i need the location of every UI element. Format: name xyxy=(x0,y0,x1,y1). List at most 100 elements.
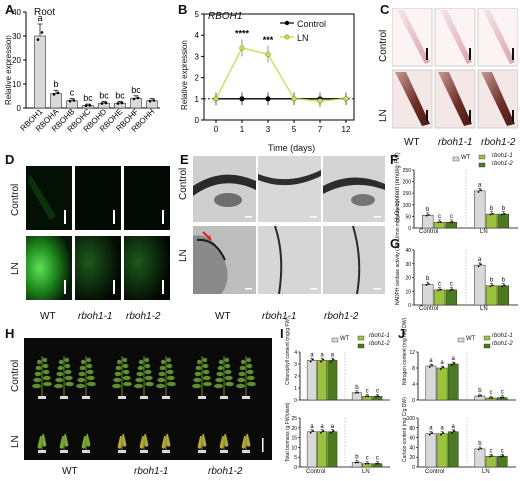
data-point xyxy=(488,397,491,399)
legend-swatch xyxy=(478,162,486,168)
tick-label: 30 xyxy=(12,32,21,41)
legend-swatch xyxy=(357,335,365,341)
data-point xyxy=(375,462,378,465)
data-point xyxy=(428,283,430,285)
data-point xyxy=(491,397,494,399)
significance-letter: b xyxy=(53,79,58,89)
panel-f-legend-wt: WT xyxy=(461,155,471,161)
data-point xyxy=(425,214,428,217)
data-point xyxy=(439,368,442,370)
ln-plant xyxy=(197,433,207,453)
legend-swatch xyxy=(331,337,339,343)
data-point xyxy=(451,221,454,223)
significance-letter: c xyxy=(450,282,453,288)
data-point xyxy=(375,395,378,398)
tick-label: 12 xyxy=(409,350,415,356)
bar xyxy=(425,433,437,468)
data-point xyxy=(357,391,359,394)
control-plant xyxy=(236,356,256,399)
significance-letter: b xyxy=(478,441,482,447)
tick-label: 10 xyxy=(12,80,21,89)
bar xyxy=(474,395,486,401)
panel-f-legend-rboh1-1: rboh1-1 xyxy=(492,153,513,159)
panel-b-xlabel: Time (days) xyxy=(268,143,316,153)
panel-i-group-ln: LN xyxy=(362,469,370,475)
panel-i-group-control: Control xyxy=(306,469,326,475)
data-point xyxy=(442,366,445,369)
bar xyxy=(436,433,448,468)
data-point xyxy=(354,392,357,394)
data-point xyxy=(88,104,92,107)
panel-d-fluorescence-images xyxy=(26,166,170,300)
panel-a-inset-label: Root xyxy=(34,7,56,18)
tick-label: 200 xyxy=(403,180,412,186)
control-plant xyxy=(112,356,132,399)
data-point xyxy=(480,189,482,192)
data-point xyxy=(116,102,120,105)
data-point xyxy=(439,221,442,223)
significance-letter: c xyxy=(450,214,453,220)
tick-label: 1 xyxy=(294,386,297,392)
panel-h-col-rboh1-2: rboh1-2 xyxy=(208,466,243,477)
tick-label: 1 xyxy=(240,125,245,134)
tick-label: 4 xyxy=(412,382,415,388)
data-point xyxy=(322,430,325,432)
tick-label: 100 xyxy=(407,416,416,422)
ln-plant xyxy=(117,433,127,453)
tick-label: 1 xyxy=(195,95,200,104)
panel-j-legend-rboh1-1: rboh1-1 xyxy=(492,333,513,339)
tick-label: 0 xyxy=(17,104,22,113)
significance-letter: c xyxy=(376,456,379,462)
significance-letter: b xyxy=(355,455,359,461)
panel-c-ln-rboh1-2 xyxy=(477,69,518,129)
significance-letter: b xyxy=(490,278,494,284)
significance-letter: bc xyxy=(83,93,93,103)
significance-letter: a xyxy=(320,352,324,358)
significance-letter: c xyxy=(438,214,441,220)
data-point xyxy=(319,360,322,363)
data-point xyxy=(364,395,367,398)
data-point xyxy=(364,462,367,465)
data-point xyxy=(501,285,504,288)
tick-label: 3 xyxy=(294,362,297,368)
tick-label: 3 xyxy=(195,52,200,61)
significance-letter: bc xyxy=(115,90,125,100)
data-point xyxy=(449,289,452,292)
panel-i-legend-rboh1-1: rboh1-1 xyxy=(369,333,390,339)
data-point xyxy=(100,102,104,105)
panel-d-col-rboh1-1: rboh1-1 xyxy=(78,311,113,322)
significance-letter: b xyxy=(355,385,359,391)
data-point xyxy=(425,284,428,286)
data-point xyxy=(491,284,494,287)
data-point xyxy=(503,212,506,215)
ln-plant xyxy=(59,433,69,453)
data-point xyxy=(491,455,494,457)
data-point xyxy=(453,362,456,365)
panel-label-f: F xyxy=(390,152,398,167)
data-point xyxy=(428,366,431,368)
data-point xyxy=(148,99,152,103)
panel-j-group-control: Control xyxy=(425,469,445,475)
tick-label: 20 xyxy=(12,56,21,65)
data-point xyxy=(40,31,44,34)
panel-h-plant-photo xyxy=(24,338,272,460)
data-point xyxy=(367,395,370,398)
data-point xyxy=(213,96,219,102)
significance-letter: b xyxy=(426,276,430,282)
significance-letter: a xyxy=(452,356,456,362)
bar xyxy=(425,365,437,401)
data-point xyxy=(428,433,431,436)
panel-c-col-rboh1-1: rboh1-1 xyxy=(438,137,473,148)
tick-label: 20 xyxy=(405,276,411,282)
panel-j-legend-wt: WT xyxy=(466,336,476,342)
panel-f-legend-rboh1-2: rboh1-2 xyxy=(492,161,513,167)
data-point xyxy=(319,431,322,434)
data-point xyxy=(377,462,380,465)
panel-e-col-wt: WT xyxy=(215,311,231,322)
significance-letter: c xyxy=(376,388,379,394)
data-point xyxy=(477,448,480,451)
panel-d-col-wt: WT xyxy=(40,311,56,322)
control-plant xyxy=(192,356,212,399)
